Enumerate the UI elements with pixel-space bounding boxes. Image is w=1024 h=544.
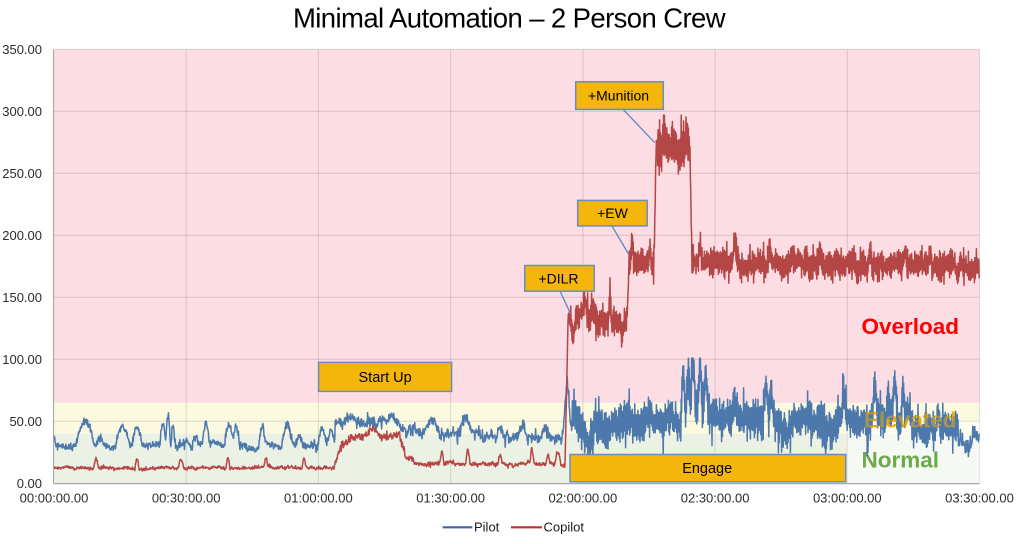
svg-text:50.00: 50.00 [9, 414, 42, 429]
svg-text:00:30:00.00: 00:30:00.00 [152, 491, 221, 506]
svg-text:+Munition: +Munition [588, 88, 649, 104]
svg-text:Copilot: Copilot [544, 519, 585, 534]
svg-text:Normal: Normal [862, 448, 940, 473]
svg-text:Elevated: Elevated [864, 408, 957, 433]
svg-text:02:30:00.00: 02:30:00.00 [681, 491, 750, 506]
svg-text:Overload: Overload [862, 314, 960, 339]
svg-text:Start Up: Start Up [359, 370, 412, 386]
svg-text:200.00: 200.00 [2, 228, 42, 243]
svg-text:03:30:00.00: 03:30:00.00 [945, 491, 1014, 506]
svg-text:Pilot: Pilot [474, 519, 500, 534]
svg-text:300.00: 300.00 [2, 104, 42, 119]
svg-text:150.00: 150.00 [2, 290, 42, 305]
svg-text:100.00: 100.00 [2, 352, 42, 367]
svg-text:01:30:00.00: 01:30:00.00 [416, 491, 485, 506]
svg-text:00:00:00.00: 00:00:00.00 [20, 491, 89, 506]
svg-text:+EW: +EW [597, 205, 629, 221]
svg-text:+DILR: +DILR [538, 270, 578, 286]
svg-text:0.00: 0.00 [17, 476, 42, 491]
svg-text:Engage: Engage [682, 461, 732, 477]
svg-text:350.00: 350.00 [2, 42, 42, 57]
svg-text:Minimal Automation – 2 Person: Minimal Automation – 2 Person Crew [293, 3, 726, 34]
svg-text:01:00:00.00: 01:00:00.00 [284, 491, 353, 506]
svg-text:03:00:00.00: 03:00:00.00 [813, 491, 882, 506]
svg-text:250.00: 250.00 [2, 166, 42, 181]
svg-text:02:00:00.00: 02:00:00.00 [549, 491, 618, 506]
